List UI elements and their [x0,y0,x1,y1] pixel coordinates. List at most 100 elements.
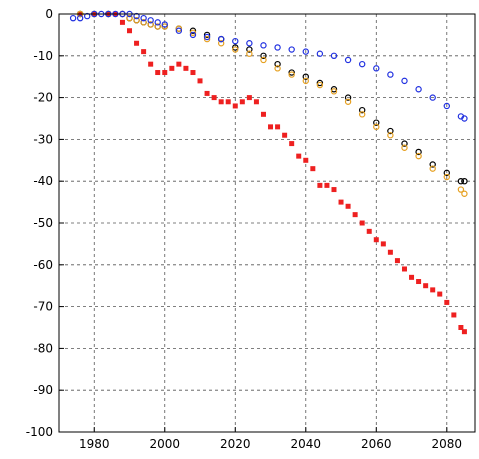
data-point [268,124,274,130]
series-2 [76,10,468,197]
data-point [302,77,309,85]
data-point [316,79,324,87]
data-point [461,190,468,197]
data-point [203,35,211,43]
data-point [141,49,147,55]
data-point [232,103,238,109]
data-point [443,102,450,110]
data-point [457,177,465,185]
data-point [162,70,168,76]
data-point [344,56,352,64]
data-point [239,99,245,105]
data-point [246,95,252,101]
data-point [161,23,168,30]
data-point [302,73,309,80]
data-point [461,115,468,122]
data-point [344,94,352,101]
data-point [330,86,338,93]
data-point [415,148,422,156]
data-point [443,173,450,181]
data-point [344,98,352,105]
data-point [429,94,436,101]
data-point [218,99,224,105]
data-point [330,52,338,60]
data-point [147,17,154,24]
data-point [197,78,203,84]
data-point [429,161,436,168]
data-point [409,274,415,280]
data-point [457,186,465,193]
data-point [387,132,394,139]
data-point [176,61,182,67]
y-tick-label: -30 [33,132,53,146]
x-tick-label: 1980 [79,437,110,451]
x-tick-label: 2000 [149,437,180,451]
data-point [423,283,429,289]
data-point [127,28,133,34]
data-point [147,21,154,28]
data-point [429,165,436,172]
data-point [211,95,217,101]
y-tick-label: -100 [26,425,53,439]
data-point [324,182,330,188]
data-point [189,27,197,34]
data-point [458,325,464,330]
data-point [169,65,175,71]
data-point [246,40,253,47]
data-point [317,182,323,188]
data-point [203,33,211,41]
data-point [217,40,225,47]
data-point [84,12,91,20]
data-point [387,127,394,135]
data-point [232,46,239,53]
y-tick-label: -80 [33,341,53,355]
data-point [359,220,365,226]
data-point [387,249,393,255]
data-point [437,291,443,297]
data-point [140,14,147,22]
data-point [154,23,161,30]
data-point [246,50,253,57]
data-point [260,111,266,117]
data-point [303,157,309,163]
data-point [288,46,295,53]
y-tick-label: -20 [33,91,53,105]
data-point [204,90,210,96]
data-point [401,144,408,151]
data-point [275,124,281,130]
data-point [373,119,380,126]
data-point [253,99,259,105]
data-point [69,14,77,22]
grid [59,14,475,432]
x-tick-label: 2060 [361,437,392,451]
data-point [401,266,407,272]
data-point [288,71,295,78]
data-point [461,329,467,335]
data-point [274,65,281,72]
data-point [416,279,422,285]
data-point [461,177,468,185]
data-point [451,312,457,318]
data-point [217,35,225,43]
y-tick-label: 0 [45,7,53,21]
data-point [415,152,422,160]
data-point [189,29,197,37]
data-point [373,123,380,131]
x-tick-label: 2080 [432,437,463,451]
data-point [289,141,295,147]
data-point [338,199,344,205]
data-point [133,12,140,20]
y-tick-label: -90 [33,383,53,397]
data-point [443,169,450,177]
data-point [352,212,358,218]
data-point [288,69,295,76]
series-0 [77,11,467,335]
data-point [401,77,408,85]
data-point [246,46,253,53]
data-point [444,299,450,305]
data-point [387,71,394,78]
data-point [401,140,408,147]
data-point [175,25,183,32]
data-point [260,56,267,64]
